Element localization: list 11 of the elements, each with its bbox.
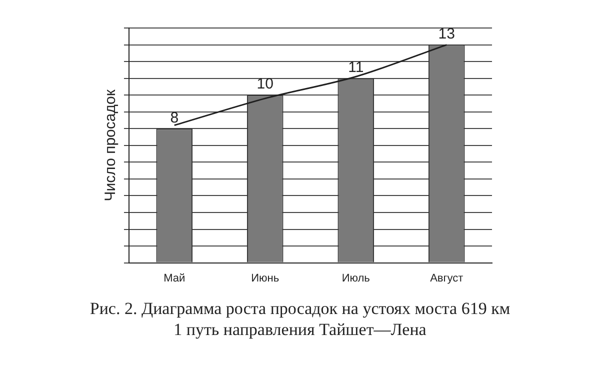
data-label: 11 xyxy=(348,58,364,76)
text: Рис. 2. Диаграмма роста просадок на устоях моста 619 км xyxy=(88,298,512,319)
y-axis-title: Число просадок xyxy=(102,89,120,202)
x-tick-label: Июнь xyxy=(251,272,280,284)
data-label: 10 xyxy=(256,76,274,93)
x-tick-label: Июль xyxy=(342,272,370,284)
x-tick-label: Май xyxy=(164,272,186,284)
x-tick-label: Август xyxy=(430,272,464,284)
data-label: 13 xyxy=(438,25,455,42)
text: 1 путь направления Тайшет—Лена xyxy=(172,319,428,340)
data-label: 8 xyxy=(170,109,179,126)
